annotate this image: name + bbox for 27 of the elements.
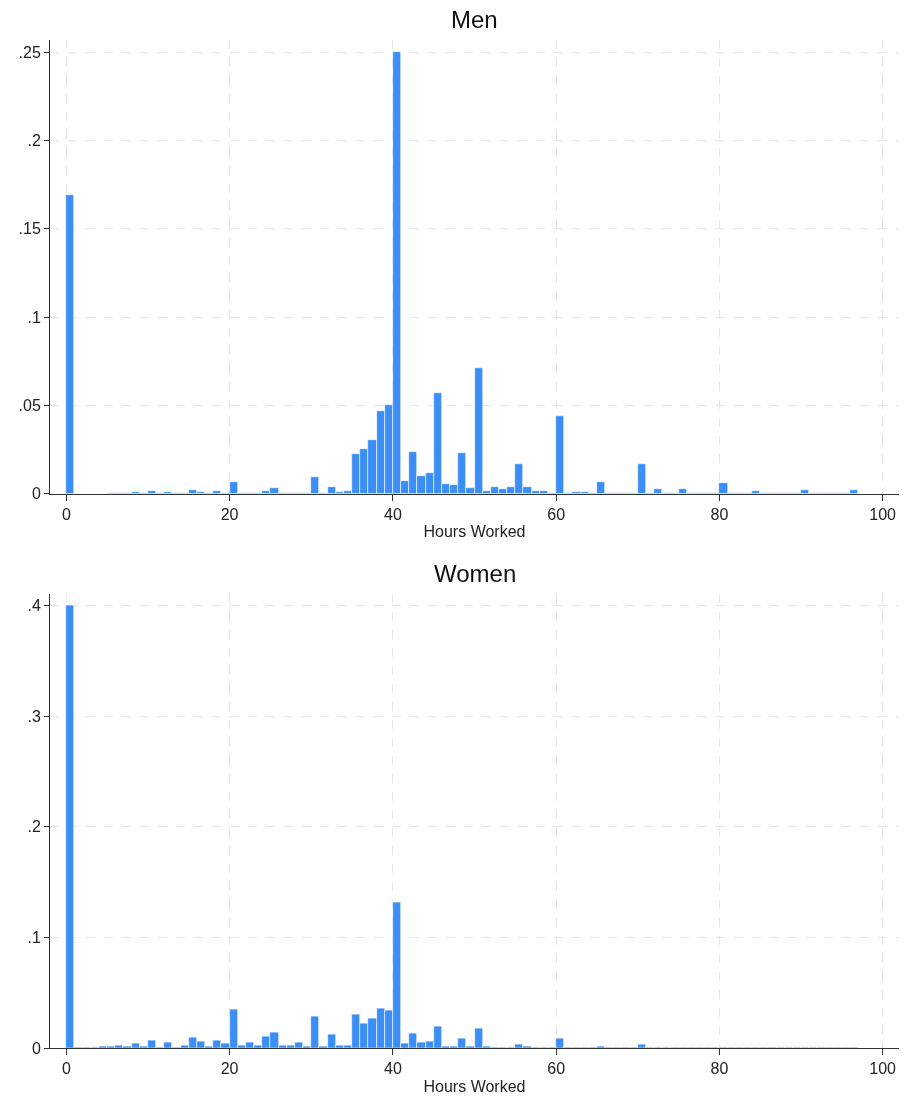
y-tick-label: .2 <box>27 132 41 150</box>
y-tick-label: .15 <box>18 220 41 238</box>
x-tick-label: 80 <box>710 1060 729 1078</box>
y-tick-label: .05 <box>18 396 41 414</box>
x-tick-label: 20 <box>220 505 239 523</box>
x-tick-label: 40 <box>383 505 402 523</box>
x-tick-label: 60 <box>547 1060 566 1078</box>
x-tick-label: 20 <box>220 1060 239 1078</box>
x-axis-title: Hours Worked <box>423 523 526 541</box>
x-tick-label: 0 <box>61 1060 71 1078</box>
chart-title: Men <box>451 6 498 33</box>
x-tick-label: 100 <box>869 1060 897 1078</box>
y-tick-label: .3 <box>27 707 41 725</box>
chart-title: Women <box>434 560 517 587</box>
x-axis-title: Hours Worked <box>423 1077 526 1095</box>
x-tick-label: 60 <box>547 505 566 523</box>
y-tick-label: 0 <box>31 1039 41 1057</box>
y-tick-label: .2 <box>27 818 41 836</box>
y-tick-label: .1 <box>27 308 41 326</box>
x-tick-label: 80 <box>710 505 729 523</box>
x-tick-label: 40 <box>383 1060 402 1078</box>
y-tick-label: .25 <box>18 43 41 61</box>
y-tick-label: .4 <box>27 597 41 615</box>
x-tick-label: 0 <box>61 505 71 523</box>
x-tick-label: 100 <box>869 505 897 523</box>
y-tick-label: 0 <box>31 485 41 503</box>
y-tick-label: .1 <box>27 928 41 946</box>
